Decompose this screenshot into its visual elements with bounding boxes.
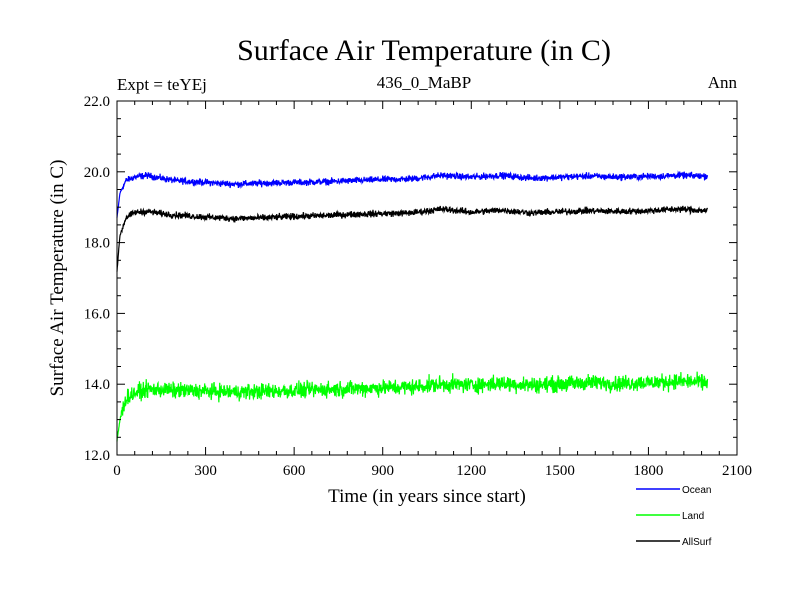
x-tick-label: 1200 xyxy=(456,463,486,479)
x-tick-label: 1500 xyxy=(545,463,575,479)
legend-label-ocean: Ocean xyxy=(682,485,711,496)
chart-title: Surface Air Temperature (in C) xyxy=(237,34,611,67)
legend: Ocean Land AllSurf xyxy=(636,485,712,548)
experiment-label: Expt = teYEj xyxy=(117,75,207,94)
plot-frame xyxy=(116,100,738,456)
y-tick-label: 22.0 xyxy=(84,94,110,110)
legend-label-land: Land xyxy=(682,511,704,522)
x-axis-label: Time (in years since start) xyxy=(328,486,526,507)
chart-subtitle: 436_0_MaBP xyxy=(377,73,471,92)
x-tick-label: 900 xyxy=(371,463,394,479)
x-tick-label: 1800 xyxy=(633,463,663,479)
y-tick-label: 14.0 xyxy=(84,377,110,393)
tick-layer: 0 300 600 900 1200 1500 1800 2100 12.0 14.0 16.0 18… xyxy=(84,94,752,479)
y-tick-label: 20.0 xyxy=(84,165,110,181)
series-layer xyxy=(116,170,709,442)
legend-label-allsurf: AllSurf xyxy=(682,537,712,548)
y-tick-label: 18.0 xyxy=(84,236,110,252)
x-tick-label: 300 xyxy=(194,463,217,479)
series-line-land xyxy=(116,371,709,442)
x-tick-label: 2100 xyxy=(722,463,752,479)
series-line-allsurf xyxy=(116,205,709,272)
season-label: Ann xyxy=(708,73,738,92)
y-tick-label: 16.0 xyxy=(84,306,110,322)
y-axis-label: Surface Air Temperature (in C) xyxy=(47,160,68,397)
y-tick-label: 12.0 xyxy=(84,448,110,464)
x-tick-label: 600 xyxy=(283,463,306,479)
x-tick-label: 0 xyxy=(113,463,121,479)
series-line-ocean xyxy=(116,170,709,218)
